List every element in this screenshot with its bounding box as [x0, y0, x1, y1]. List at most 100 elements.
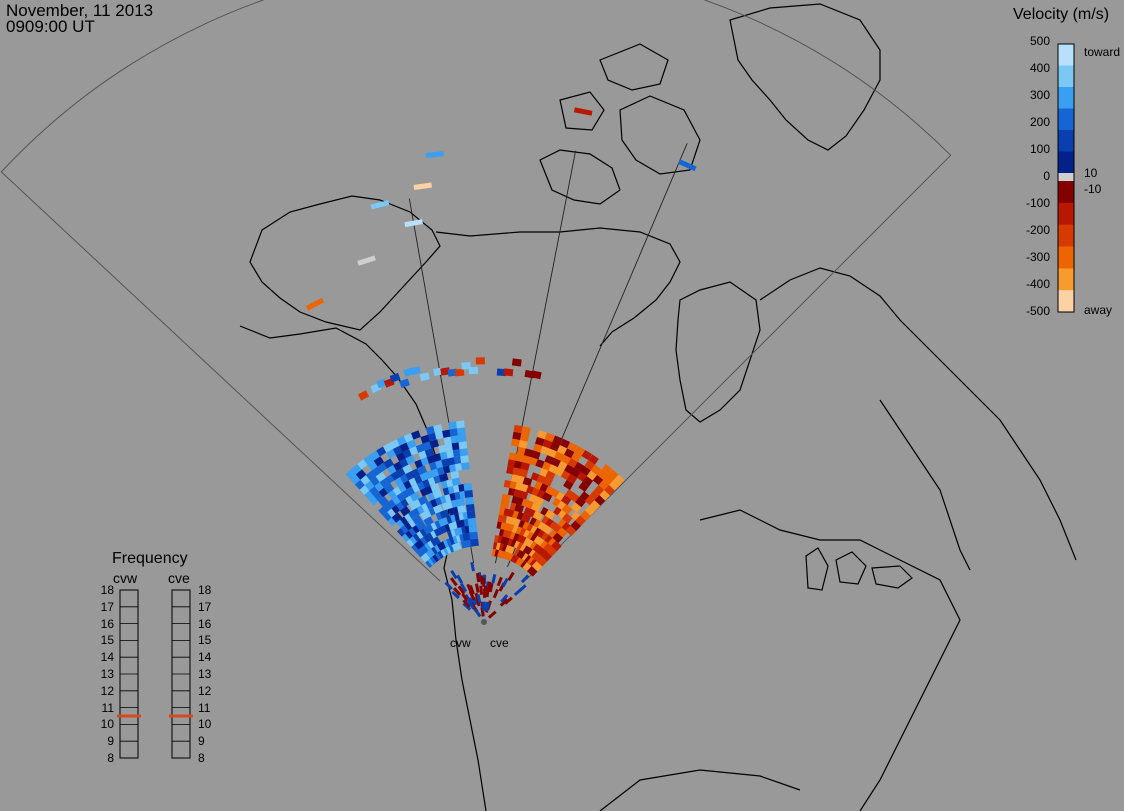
backscatter-cell — [559, 438, 571, 449]
backscatter-cell — [514, 503, 525, 513]
backscatter-cell — [357, 390, 370, 401]
backscatter-cell — [567, 442, 578, 452]
backscatter-cell — [461, 361, 471, 370]
backscatter-cell — [430, 482, 441, 493]
backscatter-cell — [557, 527, 568, 538]
backscatter-cell — [357, 255, 376, 266]
frequency-tick: 10 — [198, 717, 212, 732]
station-cvw-label: cvw — [450, 636, 471, 650]
backscatter-cell — [465, 503, 475, 512]
backscatter-cell — [575, 515, 586, 526]
backscatter-cell — [425, 425, 436, 435]
backscatter-cell — [475, 572, 481, 583]
backscatter-cell — [544, 454, 555, 465]
backscatter-cell — [530, 450, 541, 460]
backscatter-cell — [457, 585, 466, 595]
backscatter-cell — [444, 443, 455, 452]
colorbar-away-segment — [1058, 181, 1074, 204]
backscatter-cell — [456, 420, 465, 429]
frequency-tick: 17 — [100, 599, 114, 614]
backscatter-cell — [497, 514, 507, 523]
backscatter-cell — [403, 432, 414, 443]
backscatter-cell — [487, 610, 497, 619]
backscatter-cell — [510, 517, 520, 527]
backscatter-cell — [513, 587, 523, 597]
frequency-radar-cvw: cvw — [113, 570, 138, 586]
backscatter-cell — [501, 493, 511, 503]
backscatter-cell — [466, 510, 476, 519]
backscatter-cell — [502, 529, 513, 539]
frequency-title: Frequency — [112, 550, 188, 567]
backscatter-cell — [518, 439, 528, 449]
backscatter-cell — [581, 449, 592, 461]
backscatter-cell — [546, 545, 557, 557]
backscatter-cell — [450, 470, 460, 480]
backscatter-cell — [492, 588, 500, 599]
backscatter-cell — [584, 460, 595, 471]
backscatter-cell — [467, 517, 477, 526]
backscatter-cell — [561, 504, 573, 515]
colorbar-toward-segment — [1058, 130, 1074, 152]
backscatter-cell — [564, 448, 575, 459]
colorbar-toward-segment — [1058, 87, 1074, 109]
frequency-tick: 10 — [100, 717, 114, 732]
backscatter-cell — [500, 594, 509, 603]
backscatter-cell — [470, 561, 476, 572]
backscatter-cell — [503, 368, 514, 377]
backscatter-cell — [533, 496, 545, 506]
plot-date: November, 11 2013 — [6, 1, 154, 20]
backscatter-cell — [562, 513, 573, 524]
backscatter-cell — [476, 594, 482, 604]
backscatter-cell — [355, 469, 367, 480]
backscatter-cell — [536, 555, 548, 567]
backscatter-cell — [449, 577, 458, 587]
backscatter-cell — [405, 455, 416, 465]
frequency-tick: 18 — [198, 583, 212, 597]
frequency-bars — [117, 589, 193, 759]
backscatter-cell — [560, 454, 572, 465]
colorbar-toward-segment — [1058, 151, 1074, 174]
backscatter-cell — [547, 448, 558, 458]
backscatter-cell — [423, 532, 434, 543]
backscatter-cell — [588, 454, 599, 465]
backscatter-cell — [584, 505, 596, 516]
backscatter-cell — [425, 151, 445, 159]
backscatter-cell — [521, 426, 531, 435]
backscatter-cell — [383, 458, 394, 469]
frequency-tick: 13 — [100, 667, 114, 681]
backscatter-cell — [399, 442, 410, 452]
backscatter-cell — [465, 496, 474, 505]
backscatter-cell — [404, 219, 423, 228]
backscatter-cell — [451, 442, 461, 451]
radar-backscatter — [305, 107, 697, 619]
continent-outline — [239, 3, 1077, 811]
backscatter-cell — [389, 372, 401, 383]
frequency-tick: 9 — [198, 734, 205, 749]
backscatter-cell — [389, 439, 401, 449]
backscatter-cell — [516, 534, 527, 544]
colorbar-toward-segment — [1058, 44, 1074, 66]
backscatter-cell — [542, 476, 553, 487]
backscatter-cell — [544, 432, 555, 442]
backscatter-cell — [554, 451, 565, 462]
backscatter-cell — [456, 574, 464, 584]
backscatter-cell — [475, 596, 481, 607]
backscatter-cell — [373, 456, 385, 467]
backscatter-cell — [541, 550, 553, 562]
backscatter-cell — [424, 447, 435, 458]
frequency-radar-cve: cve — [168, 570, 190, 586]
backscatter-cell — [452, 587, 462, 596]
backscatter-cell — [473, 608, 482, 618]
backscatter-cell — [507, 459, 517, 468]
backscatter-cell — [520, 574, 530, 584]
backscatter-cell — [526, 566, 538, 577]
velocity-tick: -200 — [1025, 223, 1050, 237]
backscatter-cell — [530, 502, 542, 513]
frequency-tick: 13 — [198, 667, 212, 681]
backscatter-cell — [463, 483, 473, 491]
backscatter-cell — [410, 366, 421, 376]
backscatter-cell — [406, 439, 417, 449]
backscatter-cell — [520, 461, 530, 471]
velocity-tick: -500 — [1025, 304, 1050, 318]
backscatter-cell — [442, 429, 452, 438]
